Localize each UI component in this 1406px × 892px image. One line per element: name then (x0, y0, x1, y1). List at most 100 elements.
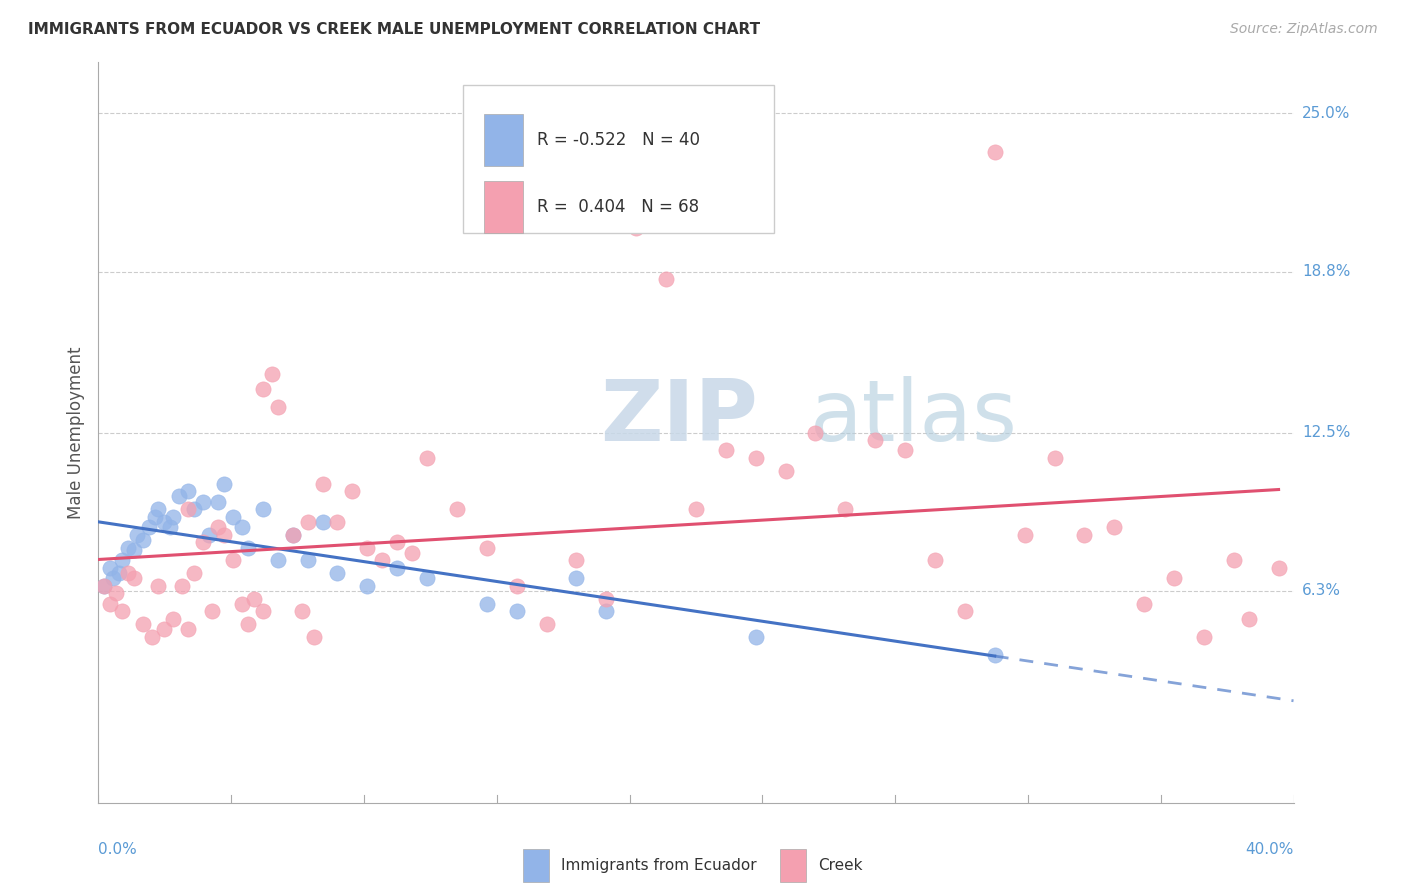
Text: Creek: Creek (818, 858, 862, 873)
Point (260, 367, 283, 381)
Point (124, 543, 146, 558)
Point (1237, 612, 1260, 626)
Point (138, 520, 160, 534)
Point (153, 622, 176, 636)
FancyBboxPatch shape (463, 85, 773, 233)
Point (183, 566, 205, 580)
Point (124, 571, 146, 585)
Text: 25.0%: 25.0% (1302, 106, 1350, 121)
Point (924, 553, 946, 567)
Point (804, 425, 827, 440)
FancyBboxPatch shape (779, 849, 806, 882)
Point (212, 476, 235, 491)
Point (281, 527, 304, 541)
Point (117, 566, 139, 580)
FancyBboxPatch shape (523, 849, 548, 882)
Point (401, 546, 423, 560)
Point (506, 604, 529, 618)
Point (475, 541, 498, 555)
Point (714, 443, 737, 458)
Point (326, 515, 349, 529)
FancyBboxPatch shape (485, 181, 523, 233)
Point (191, 494, 214, 508)
Point (506, 579, 529, 593)
Text: 12.5%: 12.5% (1302, 425, 1350, 440)
Point (132, 617, 155, 632)
Point (281, 527, 304, 541)
Point (1014, 527, 1036, 541)
Point (311, 515, 333, 529)
Point (385, 561, 409, 575)
Point (865, 434, 887, 448)
Point (132, 533, 155, 547)
Point (1223, 553, 1246, 567)
Point (775, 464, 797, 478)
Point (236, 541, 259, 555)
Text: R = -0.522   N = 40: R = -0.522 N = 40 (537, 131, 700, 149)
Point (236, 617, 259, 632)
Point (1104, 520, 1126, 534)
Point (252, 502, 274, 516)
Point (371, 553, 394, 567)
Point (127, 527, 149, 541)
Point (108, 566, 131, 580)
Point (177, 484, 200, 499)
Point (207, 494, 229, 508)
Point (231, 597, 253, 611)
Point (565, 553, 588, 567)
Point (98, 561, 122, 575)
Point (745, 630, 768, 644)
Point (356, 541, 378, 555)
Point (745, 451, 768, 466)
Point (446, 502, 468, 516)
Point (93, 579, 115, 593)
Point (222, 553, 245, 567)
Point (326, 566, 349, 580)
Point (356, 579, 378, 593)
Point (267, 553, 290, 567)
Point (148, 579, 170, 593)
Point (222, 509, 245, 524)
Point (267, 400, 290, 414)
Point (231, 520, 253, 534)
Point (1073, 527, 1095, 541)
Point (153, 515, 176, 529)
Point (201, 604, 224, 618)
Point (416, 571, 439, 585)
FancyBboxPatch shape (485, 114, 523, 166)
Point (626, 221, 648, 235)
Point (297, 515, 319, 529)
Point (143, 509, 166, 524)
Point (183, 502, 205, 516)
Point (207, 520, 229, 534)
Text: ZIP: ZIP (600, 376, 758, 459)
Text: 0.0%: 0.0% (98, 842, 138, 856)
Point (252, 382, 274, 396)
Point (1192, 630, 1215, 644)
Point (565, 571, 588, 585)
Point (984, 648, 1007, 662)
Point (98, 597, 122, 611)
Point (1133, 597, 1156, 611)
Point (159, 520, 181, 534)
Point (595, 591, 617, 606)
Point (1163, 571, 1185, 585)
Text: IMMIGRANTS FROM ECUADOR VS CREEK MALE UNEMPLOYMENT CORRELATION CHART: IMMIGRANTS FROM ECUADOR VS CREEK MALE UN… (28, 22, 761, 37)
Point (416, 451, 439, 466)
Text: Source: ZipAtlas.com: Source: ZipAtlas.com (1230, 22, 1378, 37)
Text: atlas: atlas (810, 376, 1018, 459)
Point (103, 571, 125, 585)
Point (297, 553, 319, 567)
Point (595, 604, 617, 618)
Text: 6.3%: 6.3% (1302, 583, 1341, 599)
Point (291, 604, 314, 618)
Point (172, 579, 194, 593)
Text: 18.8%: 18.8% (1302, 264, 1350, 279)
Point (834, 502, 856, 516)
Y-axis label: Male Unemployment: Male Unemployment (66, 346, 84, 519)
Point (243, 591, 266, 606)
Point (117, 541, 139, 555)
Point (302, 630, 325, 644)
Point (148, 502, 170, 516)
Text: R =  0.404   N = 68: R = 0.404 N = 68 (537, 198, 699, 216)
